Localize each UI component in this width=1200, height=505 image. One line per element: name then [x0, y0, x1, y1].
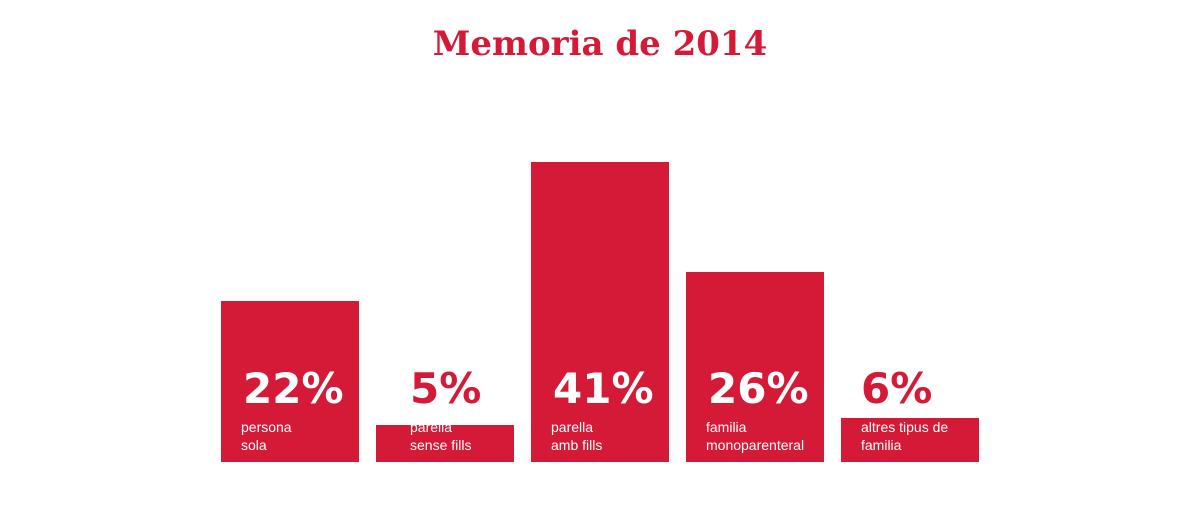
data-label: 22% — [243, 364, 344, 413]
category-label: altres tipus de familia — [861, 419, 949, 453]
data-label: 6% — [861, 364, 933, 413]
category-label: parella sense fills — [410, 419, 472, 453]
category-label: parella amb fills — [551, 419, 603, 453]
bar — [376, 425, 514, 462]
category-label: persona sola — [241, 419, 292, 453]
chart-title: Memoria de 2014 — [432, 24, 768, 64]
data-label: 26% — [708, 364, 809, 413]
bar — [841, 418, 979, 462]
bar — [531, 162, 669, 462]
category-label: familia monoparenteral — [706, 419, 805, 453]
data-label: 5% — [410, 364, 482, 413]
bar — [686, 271, 824, 462]
data-label: 41% — [553, 364, 654, 413]
bar — [221, 301, 359, 462]
